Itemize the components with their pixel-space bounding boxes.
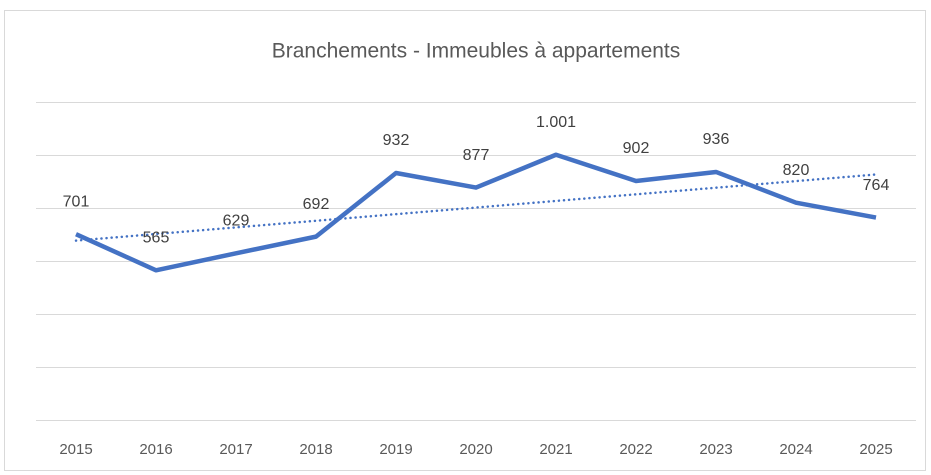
x-tick-label: 2021	[539, 441, 572, 458]
x-tick-label: 2024	[779, 441, 812, 458]
data-label: 629	[223, 213, 250, 230]
x-tick-label: 2017	[219, 441, 252, 458]
x-tick-label: 2022	[619, 441, 652, 458]
x-tick-label: 2016	[139, 441, 172, 458]
x-tick-label: 2020	[459, 441, 492, 458]
x-tick-label: 2018	[299, 441, 332, 458]
data-label: 1.001	[536, 114, 576, 131]
data-label: 820	[783, 162, 810, 179]
data-label: 692	[303, 196, 330, 213]
x-tick-label: 2015	[59, 441, 92, 458]
x-tick-label: 2025	[859, 441, 892, 458]
trendline	[74, 173, 878, 242]
data-label: 902	[623, 140, 650, 157]
chart-title: Branchements - Immeubles à appartements	[272, 40, 681, 63]
data-label: 701	[63, 193, 90, 210]
data-label: 764	[863, 177, 890, 194]
data-label: 932	[383, 132, 410, 149]
x-tick-label: 2023	[699, 441, 732, 458]
data-line	[75, 152, 877, 273]
x-tick-label: 2019	[379, 441, 412, 458]
data-label: 565	[143, 229, 170, 246]
data-label: 936	[703, 131, 730, 148]
data-label: 877	[463, 147, 490, 164]
chart-frame	[4, 10, 926, 471]
